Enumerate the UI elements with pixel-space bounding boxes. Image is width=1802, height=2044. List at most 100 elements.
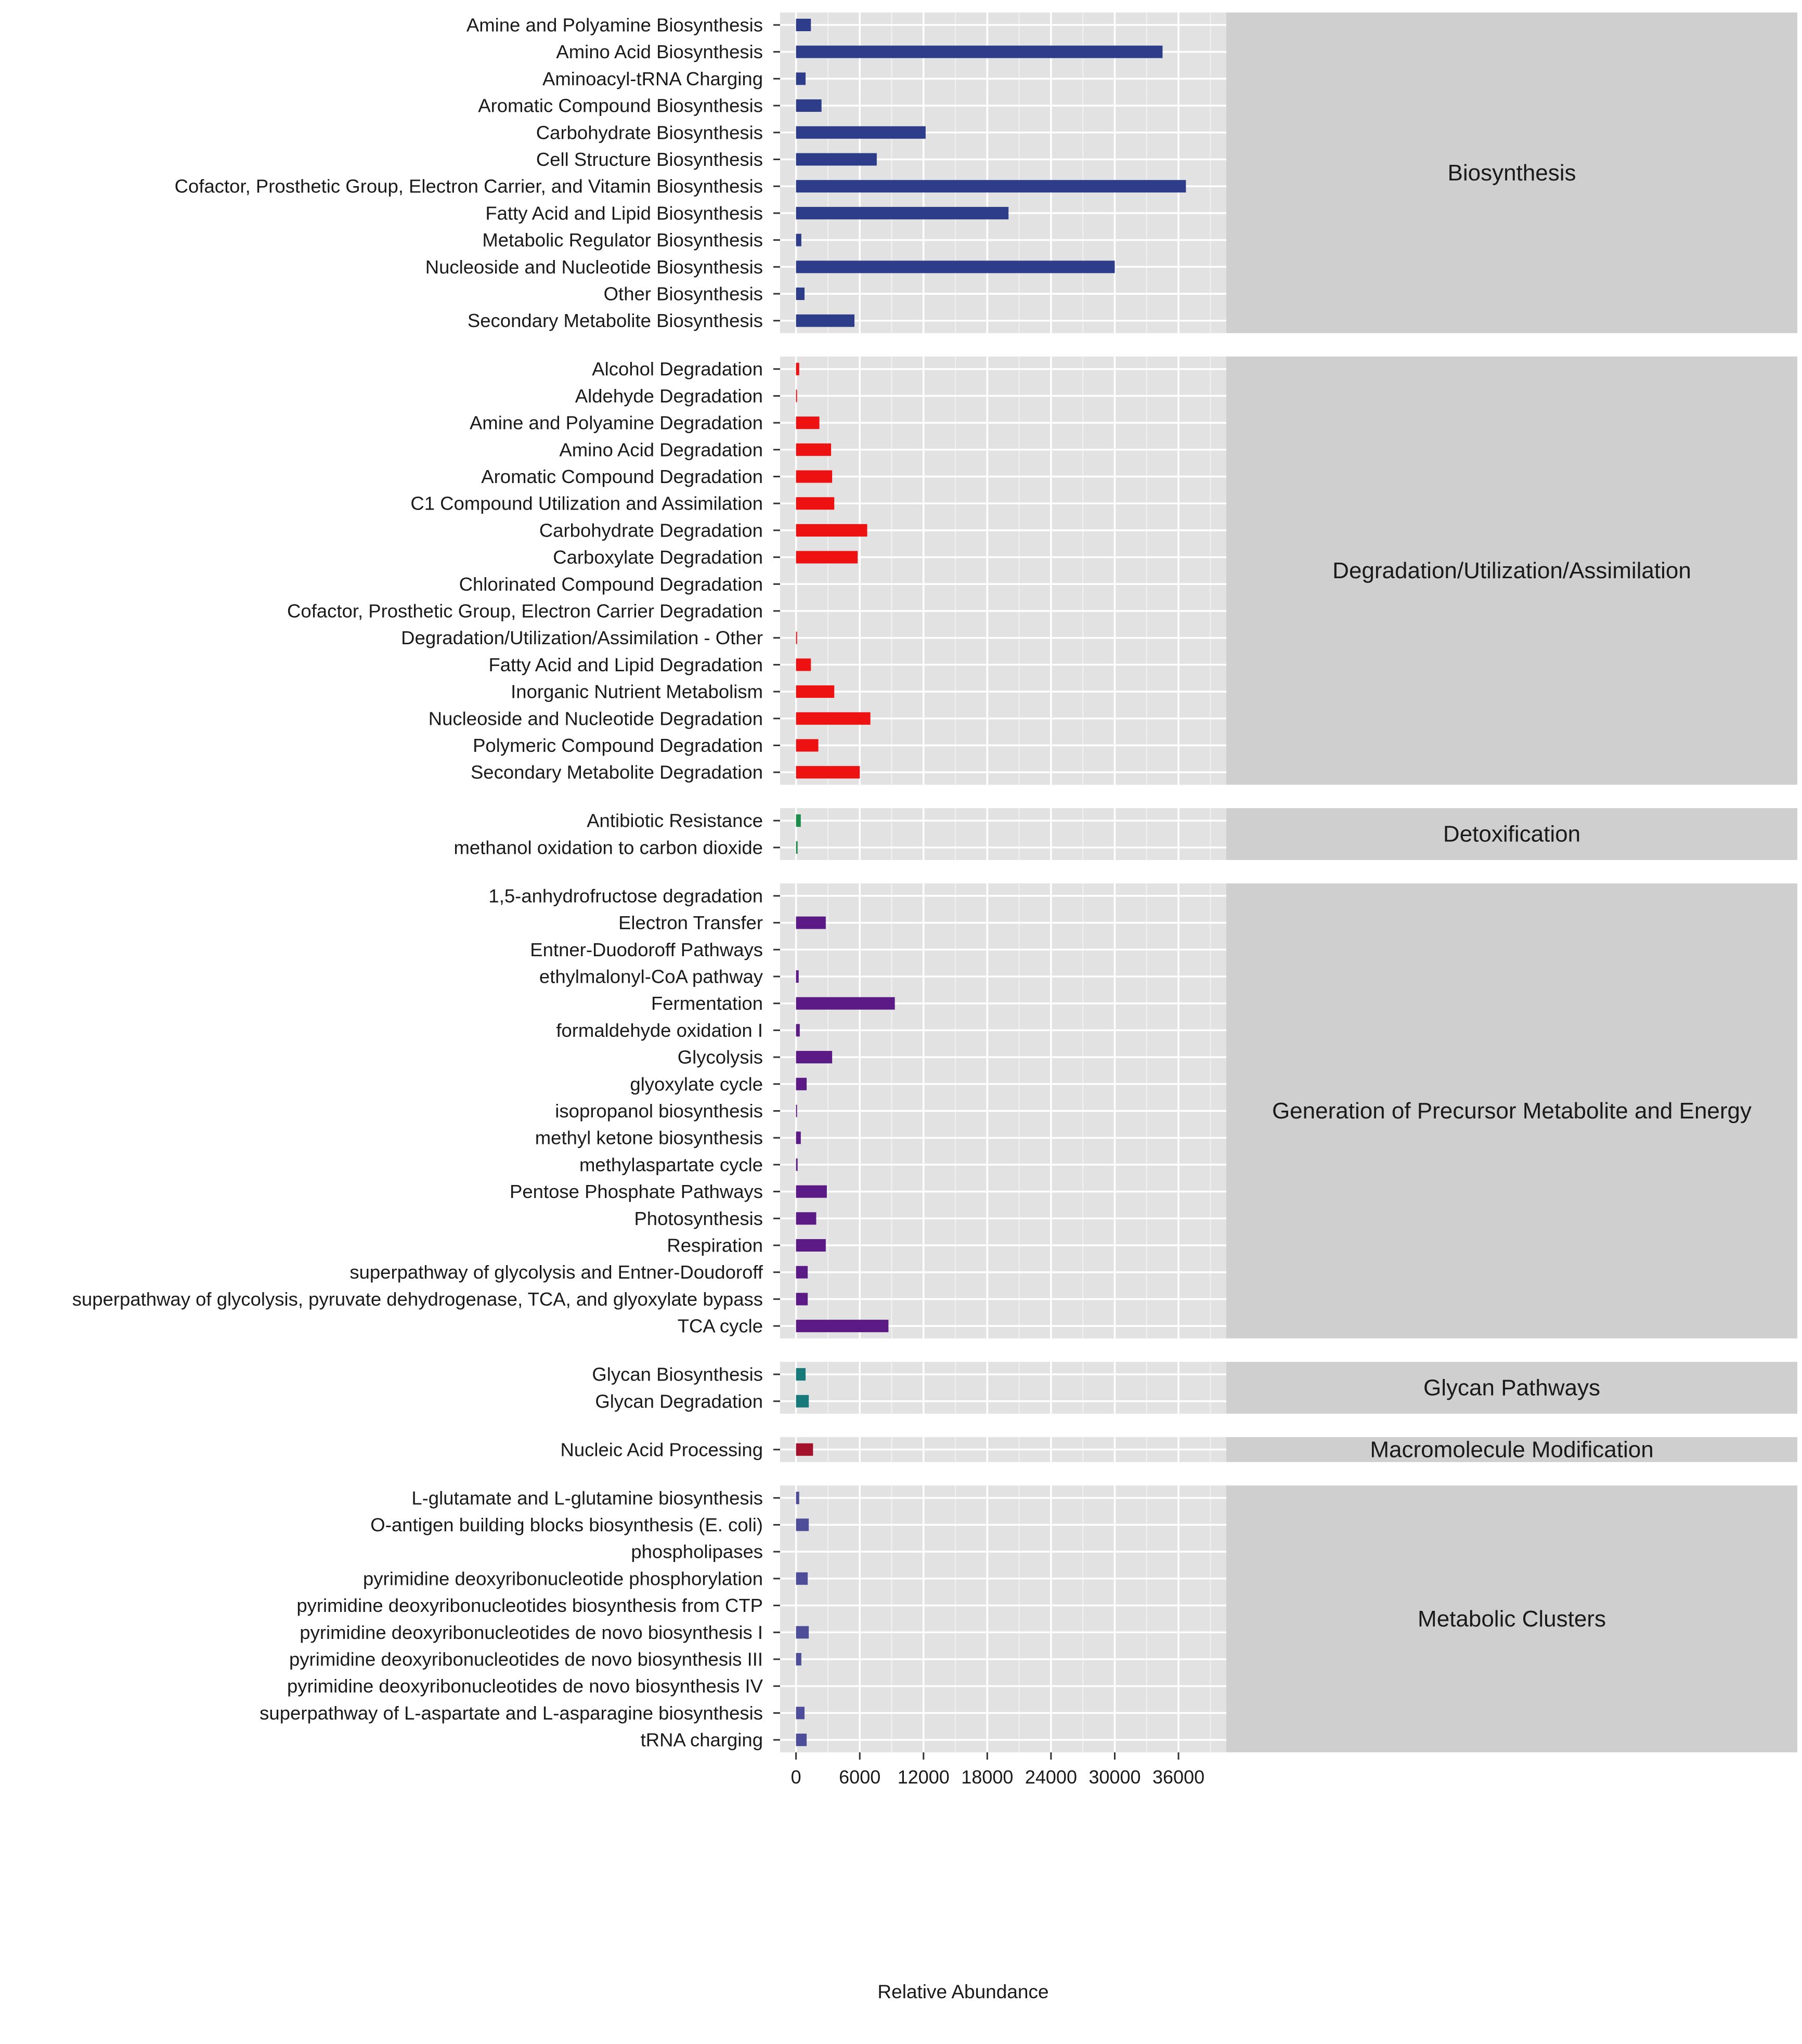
bar <box>796 1131 801 1144</box>
category-label: tRNA charging <box>641 1729 763 1751</box>
facet-strip <box>1226 12 1797 333</box>
bar <box>796 72 806 85</box>
bar <box>796 551 858 564</box>
category-label: Amine and Polyamine Biosynthesis <box>466 15 763 36</box>
category-label: Alcohol Degradation <box>592 358 763 380</box>
bar <box>796 389 797 402</box>
category-label: superpathway of glycolysis and Entner-Do… <box>349 1261 763 1283</box>
bar <box>796 1293 808 1306</box>
facet-strip-label: Biosynthesis <box>1447 160 1576 186</box>
facet-strip <box>1226 1485 1797 1753</box>
facet-strip-label: Glycan Pathways <box>1423 1375 1600 1400</box>
x-tick-label: 12000 <box>898 1766 950 1788</box>
category-label: isopropanol biosynthesis <box>555 1100 763 1122</box>
bar <box>796 416 820 429</box>
bar <box>796 997 895 1010</box>
category-label: pyrimidine deoxyribonucleotides de novo … <box>287 1675 763 1697</box>
category-label: pyrimidine deoxyribonucleotide phosphory… <box>363 1568 763 1589</box>
category-label: Inorganic Nutrient Metabolism <box>511 681 763 702</box>
category-label: superpathway of L-aspartate and L-aspara… <box>260 1702 763 1724</box>
panel-background <box>780 1485 1226 1753</box>
bar <box>796 1443 813 1456</box>
bar <box>796 766 860 779</box>
x-tick-label: 18000 <box>961 1766 1013 1788</box>
category-label: Carbohydrate Degradation <box>539 519 763 541</box>
bar <box>796 712 871 725</box>
category-label: Nucleoside and Nucleotide Degradation <box>429 708 763 729</box>
category-label: Antibiotic Resistance <box>587 810 763 831</box>
bar <box>796 261 1115 274</box>
bar <box>796 814 801 827</box>
category-label: formaldehyde oxidation I <box>556 1020 763 1041</box>
bar <box>796 970 799 983</box>
category-label: L-glutamate and L-glutamine biosynthesis <box>411 1487 763 1508</box>
category-label: superpathway of glycolysis, pyruvate deh… <box>72 1288 763 1310</box>
bar <box>796 524 867 537</box>
category-label: pyrimidine deoxyribonucleotides de novo … <box>300 1622 763 1643</box>
panel-background <box>780 1362 1226 1414</box>
category-label: Respiration <box>667 1235 763 1256</box>
facet-strip-label: Detoxification <box>1443 822 1580 847</box>
category-label: Cell Structure Biosynthesis <box>536 149 763 170</box>
x-tick-label: 24000 <box>1025 1766 1077 1788</box>
x-tick-label: 0 <box>791 1766 801 1788</box>
category-label: Amino Acid Biosynthesis <box>556 41 763 62</box>
category-label: C1 Compound Utilization and Assimilation <box>410 493 763 514</box>
bar <box>796 45 1163 58</box>
bar <box>796 19 811 31</box>
facet-strip <box>1226 1362 1797 1414</box>
category-label: Cofactor, Prosthetic Group, Electron Car… <box>287 601 763 622</box>
bar <box>796 916 826 929</box>
category-label: Secondary Metabolite Degradation <box>471 762 763 783</box>
bar <box>796 1368 806 1381</box>
facet-strip <box>1226 1437 1797 1462</box>
facet-panel: Antibiotic Resistance methanol oxidation … <box>453 808 1797 860</box>
bar <box>796 1491 799 1504</box>
bar <box>796 1707 805 1720</box>
panels-layer: Amine and Polyamine Biosynthesis Amino Ac… <box>72 12 1797 1753</box>
category-label: Aromatic Compound Degradation <box>481 466 763 487</box>
category-label: Carbohydrate Biosynthesis <box>536 122 763 143</box>
x-axis-title: Relative Abundance <box>877 1981 1048 2002</box>
bar <box>796 1185 827 1198</box>
category-label: ethylmalonyl-CoA pathway <box>539 966 763 987</box>
facet-panel: Amine and Polyamine Biosynthesis Amino Ac… <box>175 12 1797 333</box>
category-label: O-antigen building blocks biosynthesis (… <box>370 1514 763 1535</box>
bar <box>796 206 1009 219</box>
facet-panel: Alcohol Degradation Aldehyde Degradation A… <box>287 356 1797 785</box>
category-label: phospholipases <box>631 1541 763 1563</box>
facet-strip-label: Macromolecule Modification <box>1370 1437 1653 1462</box>
bar <box>796 99 822 112</box>
bar <box>796 180 1186 193</box>
x-axis: 0 6000 12000 18000 24000 30000 36000 <box>791 1752 1204 1788</box>
category-label: Degradation/Utilization/Assimilation - O… <box>401 627 763 648</box>
category-label: Pentose Phosphate Pathways <box>510 1181 763 1202</box>
bar <box>796 1051 833 1064</box>
category-label: Aromatic Compound Biosynthesis <box>478 95 763 116</box>
panel-background <box>780 808 1226 860</box>
bar <box>796 739 819 752</box>
category-label: pyrimidine deoxyribonucleotides de novo … <box>289 1649 763 1670</box>
panel-background <box>780 12 1226 333</box>
category-label: Fatty Acid and Lipid Degradation <box>488 654 763 675</box>
category-label: methylaspartate cycle <box>579 1154 763 1175</box>
category-label: Glycan Degradation <box>595 1390 763 1412</box>
category-label: Secondary Metabolite Biosynthesis <box>468 310 763 331</box>
bar <box>796 470 833 483</box>
bar <box>796 1626 809 1639</box>
bar <box>796 314 854 327</box>
bar <box>796 1158 798 1171</box>
facet-panel: L-glutamate and L-glutamine biosynthesis… <box>260 1485 1797 1753</box>
category-label: Entner-Duodoroff Pathways <box>530 939 763 960</box>
category-label: Polymeric Compound Degradation <box>473 735 763 756</box>
bar <box>796 497 835 510</box>
category-label: Fatty Acid and Lipid Biosynthesis <box>485 202 763 224</box>
x-tick-label: 36000 <box>1152 1766 1204 1788</box>
x-tick-label: 6000 <box>839 1766 880 1788</box>
bar <box>796 1212 816 1225</box>
category-label: Aminoacyl-tRNA Charging <box>542 68 763 89</box>
bar <box>796 658 811 671</box>
category-label: Glycan Biosynthesis <box>592 1364 763 1385</box>
bar <box>796 1572 808 1585</box>
